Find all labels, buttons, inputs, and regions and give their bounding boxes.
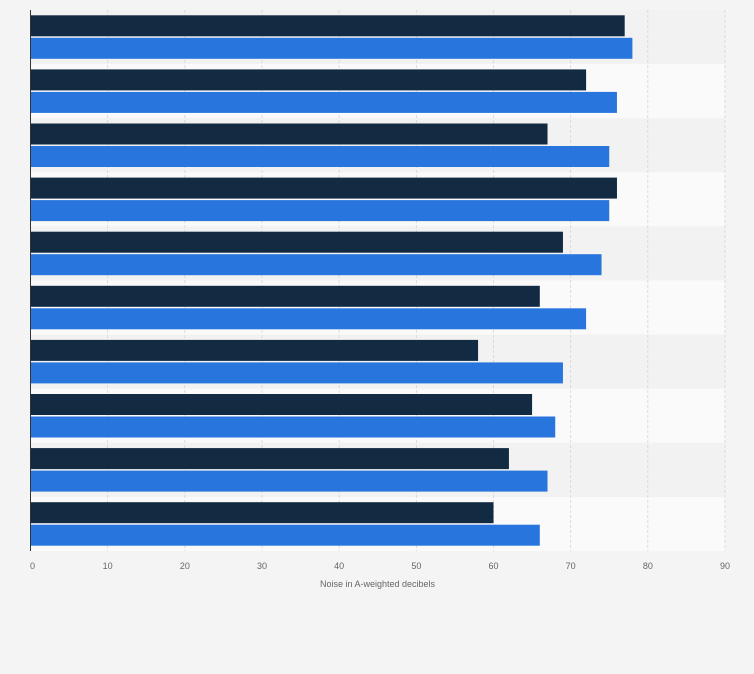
x-tick-label: 60: [488, 561, 498, 571]
x-tick-label: 20: [180, 561, 190, 571]
x-tick-label: 90: [720, 561, 730, 571]
bar-series-2: [30, 37, 633, 59]
bar-series-1: [30, 394, 533, 415]
x-tick-label: 10: [103, 561, 113, 571]
bar-series-2: [30, 470, 548, 492]
bar-series-2: [30, 308, 587, 330]
x-tick-label: 70: [566, 561, 576, 571]
x-tick-label: 40: [334, 561, 344, 571]
bar-series-2: [30, 362, 563, 384]
bar-series-1: [30, 69, 587, 91]
x-axis-label: Noise in A-weighted decibels: [320, 579, 436, 589]
bar-series-1: [30, 123, 548, 145]
x-tick-label: 50: [411, 561, 421, 571]
bar-series-1: [30, 177, 617, 199]
category-bands: [30, 10, 725, 551]
x-tick-label: 80: [643, 561, 653, 571]
bar-series-2: [30, 200, 610, 222]
bar-series-2: [30, 254, 602, 276]
bar-series-2: [30, 416, 556, 438]
x-tick-label: 30: [257, 561, 267, 571]
bar-series-1: [30, 231, 563, 253]
bar-series-1: [30, 502, 494, 524]
bar-series-1: [30, 15, 625, 37]
x-axis-ticks: 0 10 20 30 40 50 60 70 80 90: [30, 561, 730, 571]
bar-series-2: [30, 146, 610, 167]
bars: [30, 15, 633, 546]
bar-series-1: [30, 285, 540, 307]
bar-series-1: [30, 339, 479, 361]
x-tick-label: 0: [30, 561, 35, 571]
bar-series-2: [30, 91, 617, 113]
bar-series-2: [30, 524, 540, 546]
bar-series-1: [30, 448, 509, 470]
